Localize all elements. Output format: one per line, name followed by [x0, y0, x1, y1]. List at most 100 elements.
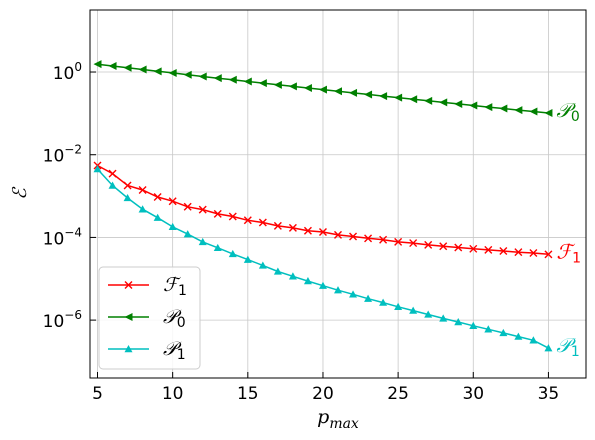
- data-point-P1: [213, 243, 222, 252]
- data-point-F1: [108, 169, 117, 178]
- x-axis-label: pmax: [317, 406, 359, 432]
- data-point-F1: [228, 212, 237, 221]
- data-point-P1: [484, 325, 493, 333]
- series-P0: [93, 60, 553, 118]
- y-tick-exponent: −4: [64, 225, 82, 239]
- data-point-P1: [334, 286, 342, 294]
- data-point-P1: [123, 193, 132, 202]
- data-point-P0: [484, 103, 493, 112]
- data-point-P0: [228, 75, 237, 84]
- series-layer: [93, 60, 553, 352]
- data-point-F1: [288, 223, 297, 232]
- data-point-P0: [198, 72, 207, 81]
- data-point-F1: [514, 248, 523, 257]
- data-point-P0: [364, 90, 373, 99]
- x-tick-label: 30: [462, 384, 484, 404]
- legend-label-sub: 0: [177, 315, 186, 331]
- data-point-F1: [334, 230, 342, 239]
- data-point-P0: [258, 79, 267, 88]
- data-point-P1: [454, 318, 463, 326]
- data-point-F1: [153, 192, 162, 201]
- x-tick-label: 25: [387, 384, 409, 404]
- data-point-P0: [439, 98, 448, 107]
- data-point-F1: [394, 237, 403, 246]
- y-tick-label: 10−4: [43, 225, 82, 249]
- legend-label-sub: 1: [177, 347, 186, 363]
- data-point-P1: [198, 237, 207, 246]
- end-label-sub: 1: [571, 344, 580, 360]
- data-point-F1: [439, 242, 448, 251]
- data-point-P1: [243, 255, 252, 263]
- y-tick-label: 10−2: [43, 143, 82, 167]
- x-tick-label: 5: [92, 384, 103, 404]
- y-tick-base: 10: [43, 229, 65, 249]
- data-point-P0: [138, 65, 147, 74]
- y-tick-exponent: −6: [64, 308, 82, 322]
- data-point-P0: [318, 85, 327, 94]
- data-point-P1: [228, 249, 237, 258]
- data-point-P1: [93, 165, 102, 173]
- data-point-P0: [93, 60, 102, 69]
- data-point-P1: [108, 181, 117, 189]
- data-point-P1: [544, 344, 553, 352]
- data-point-F1: [379, 235, 388, 244]
- data-point-P1: [364, 294, 373, 302]
- data-point-F1: [484, 245, 493, 254]
- data-point-F1: [303, 226, 312, 235]
- end-label-base: ℱ: [556, 239, 575, 263]
- data-point-P0: [379, 92, 388, 101]
- y-tick-label: 100: [53, 60, 82, 84]
- data-point-F1: [529, 248, 538, 257]
- data-point-P1: [379, 298, 388, 306]
- data-point-F1: [183, 202, 192, 211]
- x-tick-label: 20: [312, 384, 334, 404]
- data-point-F1: [213, 209, 222, 218]
- data-point-P1: [318, 281, 327, 289]
- data-point-P0: [243, 77, 252, 86]
- data-point-P1: [273, 267, 282, 275]
- data-point-P1: [183, 230, 192, 238]
- data-point-P0: [183, 70, 192, 79]
- data-point-F1: [349, 232, 358, 241]
- data-point-P1: [168, 222, 177, 231]
- data-point-P0: [514, 106, 523, 115]
- data-point-P1: [394, 302, 403, 310]
- data-point-P1: [469, 321, 478, 329]
- x-axis-label-base: p: [317, 406, 329, 428]
- y-tick-base: 10: [43, 312, 65, 332]
- data-point-P0: [424, 96, 433, 105]
- data-point-P0: [544, 109, 553, 118]
- y-tick-label: 10−6: [43, 308, 82, 332]
- data-point-F1: [544, 250, 553, 259]
- series-F1: [93, 161, 553, 259]
- data-point-P1: [288, 272, 297, 280]
- y-axis-label: ℰ: [9, 186, 31, 200]
- data-point-F1: [168, 197, 177, 206]
- data-point-P1: [439, 314, 448, 322]
- x-tick-label: 10: [162, 384, 184, 404]
- data-point-P1: [138, 205, 147, 213]
- data-point-P1: [153, 213, 162, 221]
- series-P1: [93, 165, 553, 352]
- data-point-F1: [364, 234, 373, 243]
- data-point-F1: [258, 218, 267, 227]
- data-point-P0: [303, 84, 312, 93]
- legend-swatch-marker: [124, 313, 133, 321]
- legend-label-base: ℱ: [163, 274, 181, 296]
- data-point-P0: [273, 80, 282, 89]
- data-point-P1: [409, 306, 418, 314]
- data-point-P0: [394, 93, 403, 102]
- data-point-P0: [168, 68, 177, 77]
- x-tick-label: 35: [538, 384, 560, 404]
- data-point-F1: [499, 246, 508, 255]
- data-point-F1: [273, 221, 282, 230]
- data-point-P1: [529, 336, 538, 344]
- legend-item-F1: ℱ1: [108, 274, 187, 299]
- data-point-P0: [288, 82, 297, 91]
- end-label-sub: 1: [572, 250, 581, 266]
- data-point-P0: [153, 67, 162, 76]
- data-point-P0: [529, 107, 538, 116]
- data-point-P0: [499, 104, 508, 113]
